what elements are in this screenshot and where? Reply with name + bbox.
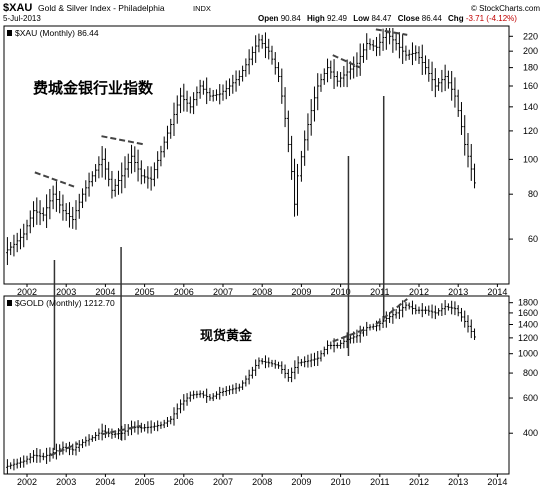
quote-line: Open 90.84 High 92.49 Low 84.47 Close 86… xyxy=(258,14,517,23)
bottom-x-tick: 2011 xyxy=(370,477,389,487)
top-y-tick: 80 xyxy=(528,189,538,199)
bottom-trendline xyxy=(50,442,79,457)
close-label: Close xyxy=(398,14,420,23)
top-x-tick: 2010 xyxy=(331,287,351,297)
bottom-x-tick: 2012 xyxy=(409,477,429,487)
bottom-y-tick: 400 xyxy=(523,428,538,438)
bottom-legend-swatch xyxy=(7,300,12,306)
index-description: Gold & Silver Index - Philadelphia xyxy=(38,3,165,13)
close-value: 86.44 xyxy=(422,14,443,23)
bottom-trendline xyxy=(101,424,141,436)
bottom-x-tick: 2014 xyxy=(487,477,507,487)
bottom-trendline xyxy=(375,298,408,326)
bottom-x-tick: 2007 xyxy=(213,477,233,487)
bottom-y-tick: 1400 xyxy=(518,320,538,330)
top-y-tick: 100 xyxy=(523,154,538,164)
open-label: Open xyxy=(258,14,279,23)
bottom-y-tick: 1600 xyxy=(518,308,538,318)
top-x-tick: 2009 xyxy=(291,287,311,297)
bottom-y-tick: 600 xyxy=(523,393,538,403)
top-trendline xyxy=(101,135,145,146)
bottom-y-tick: 1800 xyxy=(518,298,538,308)
bottom-y-tick: 1200 xyxy=(518,333,538,343)
low-value: 84.47 xyxy=(371,14,392,23)
bottom-x-tick: 2010 xyxy=(331,477,351,487)
chg-label: Chg xyxy=(448,14,464,23)
watermark: © StockCharts.com xyxy=(471,4,540,13)
bottom-x-tick: 2009 xyxy=(291,477,311,487)
bottom-panel-frame xyxy=(3,295,510,475)
top-x-tick: 2012 xyxy=(409,287,429,297)
bottom-legend: $GOLD (Monthly) 1212.70 xyxy=(15,298,115,308)
top-y-tick: 220 xyxy=(523,31,538,41)
top-y-tick: 140 xyxy=(523,102,538,112)
top-legend: $XAU (Monthly) 86.44 xyxy=(15,28,99,38)
top-x-tick: 2002 xyxy=(17,287,37,297)
bottom-x-tick: 2002 xyxy=(17,477,37,487)
top-y-tick: 200 xyxy=(523,46,538,56)
top-x-tick: 2011 xyxy=(370,287,389,297)
top-x-tick: 2008 xyxy=(252,287,272,297)
bottom-annotation: 现货黄金 xyxy=(200,328,253,343)
exchange-label: INDX xyxy=(193,4,211,13)
symbol-title: $XAU xyxy=(3,2,32,14)
high-label: High xyxy=(307,14,325,23)
bottom-y-tick: 800 xyxy=(523,368,538,378)
top-trendline xyxy=(375,28,408,36)
bottom-x-tick: 2003 xyxy=(56,477,76,487)
top-annotation: 费城金银行业指数 xyxy=(33,79,154,97)
bottom-panel: 2002 2003 2004 2005 2006 2007 2008 2009 2010 2011… xyxy=(6,298,538,487)
top-x-tick: 2006 xyxy=(174,287,194,297)
open-value: 90.84 xyxy=(281,14,302,23)
top-panel: 2002 2003 2004 2005 2006 2007 2008 2009 2010 2011… xyxy=(6,28,538,450)
bottom-trendline xyxy=(332,328,365,343)
bottom-y-tick: 1000 xyxy=(518,349,538,359)
chg-value: -3.71 (-4.12%) xyxy=(466,14,517,23)
top-x-tick: 2003 xyxy=(56,287,76,297)
low-label: Low xyxy=(353,14,370,23)
top-trendline xyxy=(332,54,361,69)
top-x-tick: 2007 xyxy=(213,287,233,297)
top-y-tick: 60 xyxy=(528,234,538,244)
top-x-tick: 2005 xyxy=(135,287,155,297)
bottom-x-tick: 2013 xyxy=(448,477,468,487)
top-y-tick: 120 xyxy=(523,126,538,136)
top-x-tick: 2014 xyxy=(487,287,507,297)
top-trendline xyxy=(34,171,75,188)
bottom-x-tick: 2006 xyxy=(174,477,194,487)
top-x-tick: 2013 xyxy=(448,287,468,297)
top-x-tick: 2004 xyxy=(95,287,115,297)
bottom-x-tick: 2004 xyxy=(95,477,115,487)
top-y-tick: 180 xyxy=(523,63,538,73)
bottom-x-tick: 2005 xyxy=(135,477,155,487)
top-legend-swatch xyxy=(7,30,12,36)
top-y-tick: 160 xyxy=(523,81,538,91)
bottom-x-tick: 2008 xyxy=(252,477,272,487)
top-panel-frame xyxy=(3,25,510,285)
high-value: 92.49 xyxy=(327,14,348,23)
date-label: 5-Jul-2013 xyxy=(3,14,41,23)
